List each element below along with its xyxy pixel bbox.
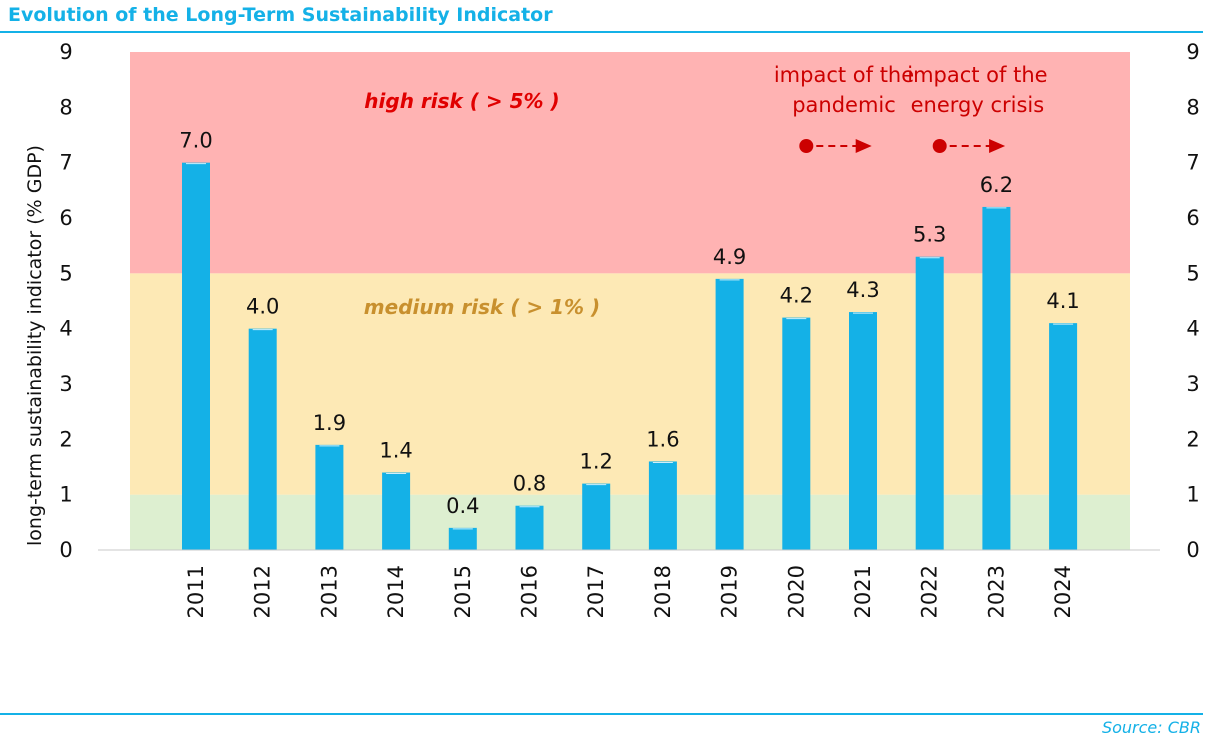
value-label-2013: 1.9 xyxy=(313,411,346,435)
zone-high xyxy=(130,52,1130,274)
source-note: Source: CBR xyxy=(1101,718,1201,737)
y-tick-left: 5 xyxy=(59,261,72,285)
bar-2017 xyxy=(582,483,611,550)
value-label-2018: 1.6 xyxy=(646,427,679,451)
x-tick-2012: 2012 xyxy=(251,565,275,618)
bar-2012 xyxy=(248,328,277,550)
bar-2021 xyxy=(849,312,877,550)
bar-2019 xyxy=(715,278,744,550)
value-label-2015: 0.4 xyxy=(446,494,479,518)
bar-2023 xyxy=(982,206,1011,550)
annotation-arrowhead-icon xyxy=(989,139,1006,153)
y-tick-right: 9 xyxy=(1186,40,1199,64)
y-tick-left: 8 xyxy=(59,95,72,119)
title-rule xyxy=(0,31,1203,33)
annotation-text-line2: pandemic xyxy=(792,93,896,117)
y-tick-right: 1 xyxy=(1186,483,1199,507)
y-tick-left: 6 xyxy=(59,206,72,230)
value-label-2024: 4.1 xyxy=(1046,289,1079,313)
y-tick-left: 7 xyxy=(59,151,72,175)
y-tick-right: 4 xyxy=(1186,317,1199,341)
y-tick-right: 7 xyxy=(1186,151,1199,175)
y-tick-left: 9 xyxy=(59,40,72,64)
bar-2014 xyxy=(382,472,411,550)
zone-label-high: high risk ( > 5% ) xyxy=(364,89,559,113)
y-tick-right: 6 xyxy=(1186,206,1199,230)
bar-2015 xyxy=(448,527,477,550)
value-label-2022: 5.3 xyxy=(913,223,946,247)
annotation-arrowhead-icon xyxy=(855,139,872,153)
value-label-2019: 4.9 xyxy=(713,245,746,269)
x-tick-2024: 2024 xyxy=(1051,565,1075,618)
value-label-2020: 4.2 xyxy=(780,284,813,308)
x-tick-2020: 2020 xyxy=(784,565,808,618)
y-tick-left: 1 xyxy=(59,483,72,507)
y-tick-left: 2 xyxy=(59,427,72,451)
zone-low xyxy=(130,494,1130,550)
zone-label-medium: medium risk ( > 1% ) xyxy=(364,295,600,319)
x-tick-2015: 2015 xyxy=(451,565,475,618)
zone-medium xyxy=(130,273,1130,495)
x-tick-2017: 2017 xyxy=(584,565,608,618)
x-tick-2023: 2023 xyxy=(984,565,1008,618)
annotation-text-line1: impact of the xyxy=(907,63,1047,87)
y-tick-left: 0 xyxy=(59,538,72,562)
bar-2011 xyxy=(182,162,210,550)
x-tick-2018: 2018 xyxy=(651,565,675,618)
chart-area: high risk ( > 5% ) medium risk ( > 1% ) 7… xyxy=(59,40,1199,618)
y-tick-right: 3 xyxy=(1186,372,1199,396)
y-tick-left: 3 xyxy=(59,372,72,396)
value-label-2023: 6.2 xyxy=(980,173,1013,197)
y-tick-right: 5 xyxy=(1186,261,1199,285)
annotation-start-dot xyxy=(932,139,947,153)
y-tick-right: 2 xyxy=(1186,427,1199,451)
x-tick-2019: 2019 xyxy=(718,565,742,618)
bar-2024 xyxy=(1049,323,1078,550)
bar-2018 xyxy=(648,461,677,550)
value-label-2012: 4.0 xyxy=(246,295,279,319)
x-tick-2016: 2016 xyxy=(518,565,542,618)
x-tick-2014: 2014 xyxy=(384,565,408,618)
y-tick-left: 4 xyxy=(59,317,72,341)
annotation-text-line1: impact of the xyxy=(774,63,914,87)
bar-2020 xyxy=(782,317,811,550)
x-tick-2011: 2011 xyxy=(184,565,208,618)
bar-2016 xyxy=(515,505,544,550)
chart-title: Evolution of the Long-Term Sustainabilit… xyxy=(8,4,553,26)
y-tick-right: 8 xyxy=(1186,95,1199,119)
value-label-2017: 1.2 xyxy=(579,450,612,474)
bar-2013 xyxy=(315,444,344,550)
annotation-text-line2: energy crisis xyxy=(911,93,1045,117)
value-label-2021: 4.3 xyxy=(846,278,879,302)
value-label-2011: 7.0 xyxy=(179,129,212,153)
x-tick-2021: 2021 xyxy=(851,565,875,618)
x-tick-2013: 2013 xyxy=(317,565,341,618)
x-tick-2022: 2022 xyxy=(918,565,942,618)
annotation-start-dot xyxy=(799,139,814,153)
y-tick-right: 0 xyxy=(1186,538,1199,562)
value-label-2016: 0.8 xyxy=(513,472,546,496)
value-label-2014: 1.4 xyxy=(379,439,412,463)
bar-2022 xyxy=(915,256,944,550)
footer-rule xyxy=(0,713,1203,715)
